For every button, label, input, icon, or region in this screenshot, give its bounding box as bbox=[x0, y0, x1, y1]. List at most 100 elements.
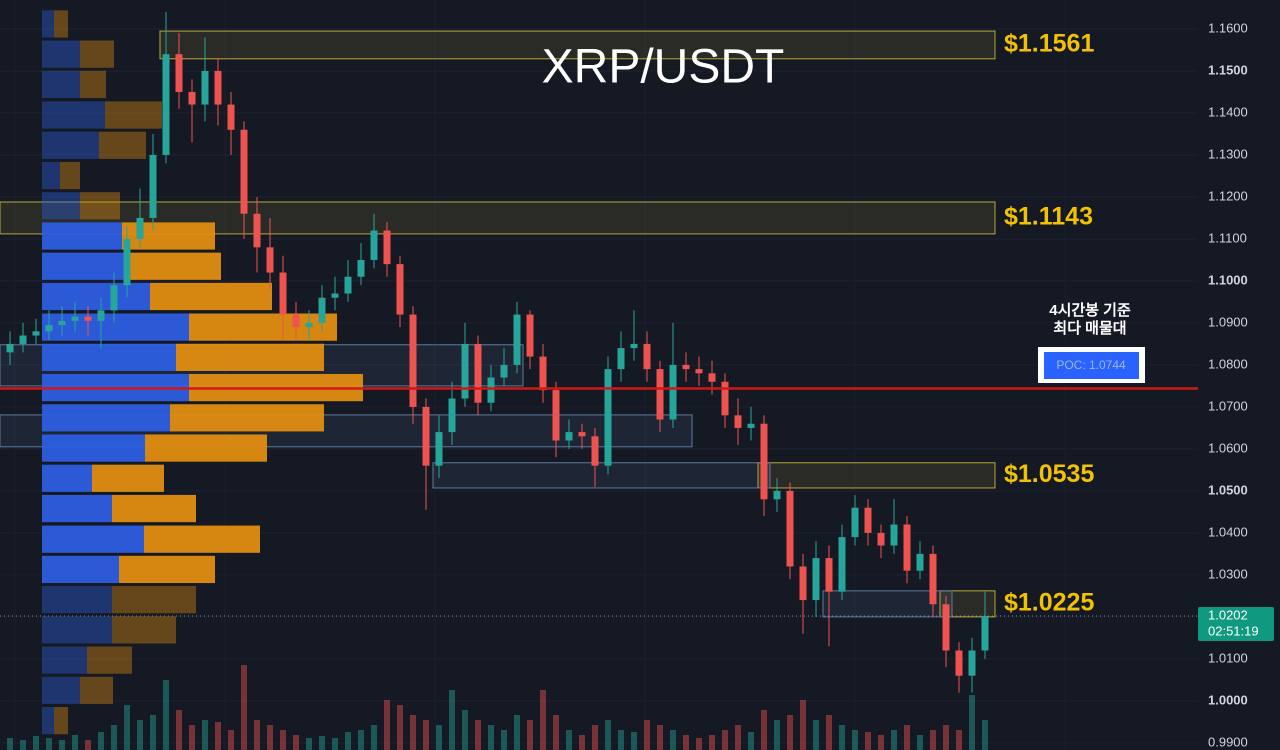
profile-sell bbox=[112, 586, 196, 614]
profile-buy bbox=[42, 616, 112, 644]
volume-bar bbox=[709, 735, 715, 750]
profile-sell bbox=[87, 646, 132, 674]
candle-body bbox=[643, 343, 651, 370]
candle-body bbox=[45, 325, 53, 332]
candle-body bbox=[292, 314, 300, 328]
volume-bar bbox=[644, 720, 650, 750]
volume-bar bbox=[865, 732, 871, 750]
volume-bar bbox=[462, 710, 468, 750]
candle-body bbox=[409, 314, 417, 407]
zone-label: $1.0535 bbox=[1004, 460, 1094, 488]
volume-bar bbox=[579, 735, 585, 750]
profile-sell bbox=[80, 70, 106, 99]
candle-body bbox=[201, 70, 209, 105]
candle-body bbox=[682, 364, 690, 370]
volume-bar bbox=[748, 732, 754, 750]
candle-body bbox=[162, 54, 170, 155]
y-tick-label: 1.1100 bbox=[1208, 230, 1247, 245]
volume-bar bbox=[956, 730, 962, 750]
candle-body bbox=[916, 553, 924, 571]
volume-bar bbox=[436, 725, 442, 750]
candle-body bbox=[955, 650, 963, 676]
candle-body bbox=[19, 335, 27, 344]
profile-buy bbox=[42, 706, 54, 735]
candle-body bbox=[357, 259, 365, 277]
volume-bar bbox=[59, 740, 65, 750]
profile-buy bbox=[42, 525, 144, 553]
profile-sell bbox=[54, 10, 68, 38]
volume-bar bbox=[553, 715, 559, 750]
volume-bar bbox=[982, 720, 988, 750]
candle-body bbox=[188, 91, 196, 105]
candle-body bbox=[552, 390, 560, 441]
volume-bar bbox=[410, 715, 416, 750]
candle-body bbox=[253, 213, 261, 248]
profile-sell bbox=[80, 40, 114, 68]
candle-body bbox=[838, 537, 846, 592]
candle-body bbox=[149, 154, 157, 218]
volume-bar bbox=[332, 738, 338, 750]
volume-bar bbox=[761, 710, 767, 750]
y-tick-label: 1.1500 bbox=[1208, 62, 1248, 77]
volume-bar bbox=[904, 725, 910, 750]
candle-body bbox=[474, 343, 482, 403]
volume-bar bbox=[384, 700, 390, 750]
volume-bar bbox=[683, 735, 689, 750]
profile-buy bbox=[42, 313, 189, 341]
candle-body bbox=[695, 369, 703, 374]
candle-body bbox=[630, 343, 638, 349]
resistance-zone bbox=[757, 462, 996, 489]
candle-body bbox=[513, 314, 521, 365]
candle-body bbox=[175, 54, 183, 92]
volume-bar bbox=[943, 725, 949, 750]
volume-bar bbox=[423, 720, 429, 750]
profile-buy bbox=[42, 555, 119, 584]
zone-label: $1.1143 bbox=[1004, 203, 1093, 231]
volume-bar bbox=[670, 730, 676, 750]
volume-bar bbox=[189, 725, 195, 750]
candle-body bbox=[396, 264, 404, 315]
candle-body bbox=[32, 331, 40, 336]
profile-buy bbox=[42, 40, 80, 68]
candle-body bbox=[825, 558, 833, 592]
volume-bar bbox=[124, 705, 130, 750]
volume-bar bbox=[345, 732, 351, 750]
volume-bar bbox=[176, 710, 182, 750]
profile-sell bbox=[150, 282, 272, 311]
profile-sell bbox=[80, 676, 113, 704]
candle-body bbox=[227, 104, 235, 130]
volume-bar bbox=[7, 738, 13, 750]
profile-sell bbox=[176, 343, 324, 371]
profile-sell bbox=[92, 464, 164, 492]
profile-sell bbox=[170, 404, 324, 432]
candle-body bbox=[97, 310, 105, 321]
volume-bar bbox=[358, 730, 364, 750]
volume-bar bbox=[917, 735, 923, 750]
volume-bar bbox=[397, 705, 403, 750]
volume-bar bbox=[98, 732, 104, 750]
volume-bar bbox=[527, 720, 533, 750]
last-price-box bbox=[1198, 607, 1274, 642]
volume-bar bbox=[540, 690, 546, 750]
volume-bar bbox=[787, 715, 793, 750]
profile-buy bbox=[42, 10, 54, 38]
volume-bar bbox=[514, 715, 520, 750]
candle-body bbox=[383, 230, 391, 265]
profile-sell bbox=[122, 222, 215, 250]
profile-sell bbox=[112, 616, 176, 644]
volume-bar bbox=[33, 736, 39, 750]
profile-buy bbox=[42, 586, 112, 614]
profile-buy bbox=[42, 434, 145, 462]
candle-body bbox=[851, 507, 859, 538]
candle-body bbox=[981, 616, 989, 651]
candle-body bbox=[734, 415, 742, 428]
poc-box bbox=[1044, 352, 1139, 379]
volume-bar bbox=[735, 725, 741, 750]
zone-label: $1.0225 bbox=[1004, 588, 1094, 616]
volume-bar bbox=[722, 730, 728, 750]
volume-bar bbox=[839, 725, 845, 750]
volume-bar bbox=[163, 680, 169, 750]
candle-body bbox=[565, 432, 573, 441]
candle-body bbox=[240, 129, 248, 214]
